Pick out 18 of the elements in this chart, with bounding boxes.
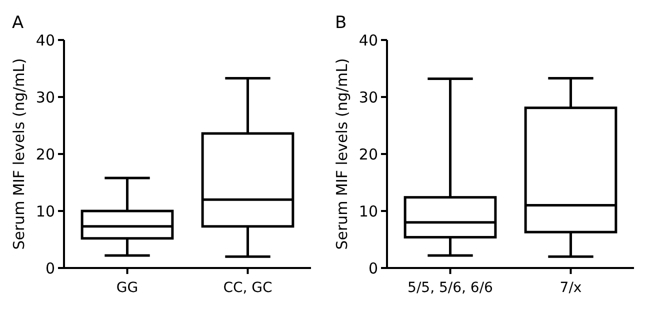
- y-tick-label: 30: [358, 88, 378, 106]
- chart-title: A: [12, 13, 24, 33]
- y-tick-label: 20: [36, 145, 55, 164]
- y-tick-label: 20: [358, 145, 378, 164]
- y-tick-label: 0: [45, 259, 55, 278]
- y-axis-title: Serum MIF levels (ng/mL): [333, 58, 351, 250]
- y-tick-label: 30: [36, 88, 55, 106]
- x-tick-label: 7/x: [560, 280, 582, 296]
- y-tick-label: 0: [368, 259, 378, 278]
- y-tick-label: 10: [36, 202, 55, 220]
- x-tick-label: 5/5, 5/6, 6/6: [408, 280, 494, 296]
- y-axis-title: Serum MIF levels (ng/mL): [10, 58, 28, 250]
- x-tick-label: GG: [116, 280, 138, 296]
- y-tick-label: 40: [36, 31, 55, 50]
- x-tick-label: CC, GC: [223, 280, 273, 296]
- y-tick-label: 40: [358, 31, 378, 50]
- chart-title: B: [335, 13, 347, 33]
- y-tick-label: 10: [358, 202, 378, 220]
